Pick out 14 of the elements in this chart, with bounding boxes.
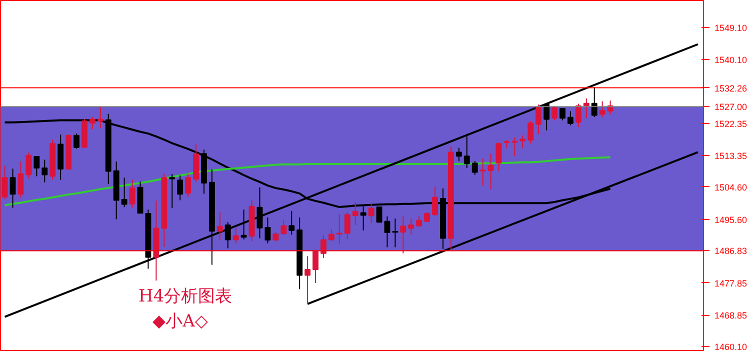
y-tick-label: 1549.10 (714, 22, 748, 33)
y-tick-label: 1460.10 (714, 342, 748, 352)
y-tick-label: 1513.35 (714, 151, 748, 162)
y-tick-label: 1540.10 (714, 55, 748, 66)
ref-line-label: 1486.83 (714, 246, 748, 256)
ref-line-label: 1532.26 (714, 83, 748, 94)
annotation: H4分析图表 (138, 286, 232, 306)
y-tick-label: 1522.35 (714, 118, 748, 129)
annotation: ◆小A◇ (152, 312, 209, 332)
y-tick-label: 1468.85 (714, 310, 748, 321)
y-tick-label: 1504.60 (714, 182, 748, 192)
y-tick-label: 1495.60 (714, 214, 748, 225)
y-tick-label: 1477.85 (714, 278, 748, 288)
ref-line-label: 1527.00 (714, 102, 748, 112)
